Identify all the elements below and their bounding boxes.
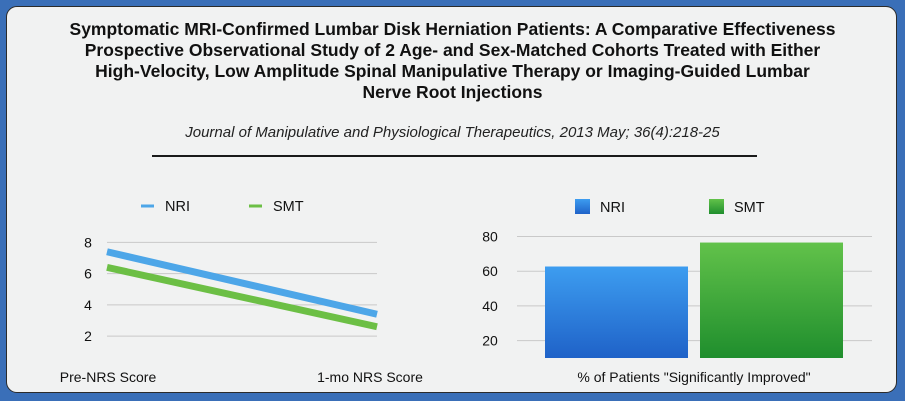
line-y-tick-label: 6 <box>84 266 92 282</box>
bar-y-tick-label: 40 <box>482 298 498 314</box>
legend-label-bar-smt: SMT <box>734 200 765 216</box>
infographic-card: Symptomatic MRI-Confirmed Lumbar Disk He… <box>6 6 897 393</box>
divider-rule <box>152 155 757 157</box>
line-x-tick-label: Pre-NRS Score <box>60 369 157 385</box>
legend-label-bar-nri: NRI <box>600 200 625 216</box>
line-x-tick-label: 1-mo NRS Score <box>317 369 423 385</box>
bar-x-category-label: % of Patients "Significantly Improved" <box>577 369 810 385</box>
bar-y-tick-label: 60 <box>482 263 498 279</box>
line-y-tick-label: 2 <box>84 328 92 344</box>
line-y-tick-label: 8 <box>84 234 92 250</box>
title-line-1: Symptomatic MRI-Confirmed Lumbar Disk He… <box>69 19 836 39</box>
bar-nri <box>545 266 688 358</box>
legend-swatch-bar-nri <box>575 199 590 214</box>
line-series-nri <box>106 248 378 318</box>
legend-label-smt: SMT <box>273 199 304 215</box>
line-series-smt <box>106 263 378 331</box>
title-line-3: High-Velocity, Low Amplitude Spinal Mani… <box>95 61 810 81</box>
legend-swatch-bar-smt <box>709 199 724 214</box>
legend-label-nri: NRI <box>165 199 190 215</box>
line-y-tick-label: 4 <box>84 297 92 313</box>
bar-y-tick-label: 80 <box>482 228 498 244</box>
title-line-2: Prospective Observational Study of 2 Age… <box>84 40 821 60</box>
title-line-4: Nerve Root Injections <box>362 82 543 102</box>
bar-smt <box>700 242 843 358</box>
study-title: Symptomatic MRI-Confirmed Lumbar Disk He… <box>7 19 898 103</box>
bar-y-tick-label: 20 <box>482 333 498 349</box>
journal-citation: Journal of Manipulative and Physiologica… <box>185 124 720 141</box>
